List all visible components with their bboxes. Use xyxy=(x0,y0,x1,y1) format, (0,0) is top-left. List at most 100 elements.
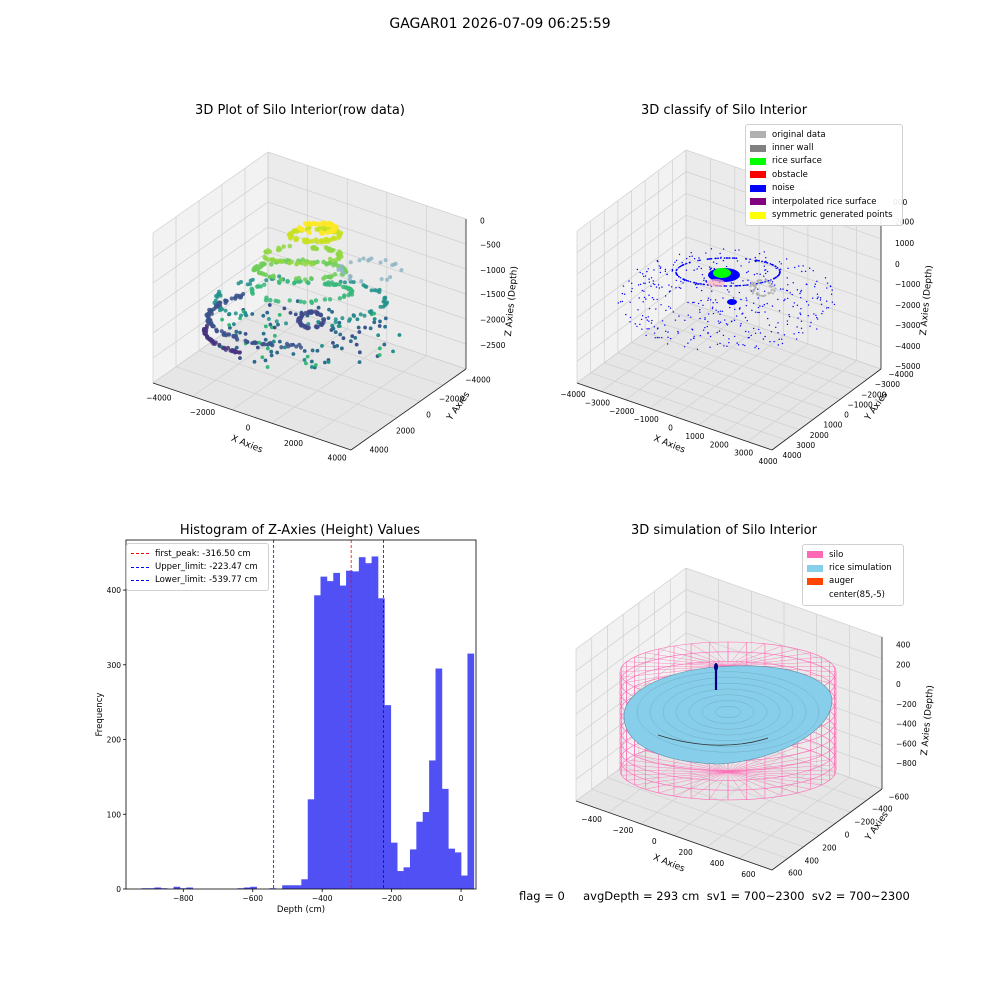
legend-swatch xyxy=(750,184,766,192)
noise-point xyxy=(706,325,709,328)
data-point xyxy=(356,325,361,330)
noise-point xyxy=(737,344,740,346)
noise-point xyxy=(712,302,714,304)
silo-wire xyxy=(645,652,729,667)
noise-point xyxy=(787,267,789,270)
noise-point xyxy=(771,305,774,307)
data-point xyxy=(272,325,277,330)
noise-point xyxy=(795,338,798,340)
noise-point xyxy=(725,323,728,325)
noise-point xyxy=(665,330,667,333)
data-point xyxy=(302,300,307,305)
y-tick-label: −200 xyxy=(854,818,875,827)
data-point xyxy=(327,297,333,302)
noise-point xyxy=(717,320,720,322)
noise-point xyxy=(697,259,699,262)
data-point xyxy=(278,258,283,263)
data-point xyxy=(233,296,238,301)
noise-point xyxy=(674,319,677,321)
data-point xyxy=(369,256,374,261)
noise-point xyxy=(648,278,650,280)
noise-point xyxy=(723,345,725,347)
noise-point xyxy=(724,319,726,321)
data-point xyxy=(268,297,273,303)
legend-line xyxy=(131,553,149,555)
noise-point xyxy=(802,265,804,267)
noise-point xyxy=(677,266,680,269)
noise-point xyxy=(800,327,803,329)
noise-point xyxy=(754,332,757,335)
legend-label: obstacle xyxy=(772,169,808,180)
data-point xyxy=(263,337,268,342)
data-point xyxy=(287,298,292,303)
histogram-bar xyxy=(378,598,385,889)
rice-mesh xyxy=(688,694,768,730)
noise-point xyxy=(682,264,684,266)
noise-point xyxy=(826,287,828,289)
noise-point xyxy=(656,336,659,339)
legend-label: silo xyxy=(829,549,844,560)
noise-point xyxy=(769,263,772,265)
noise-point xyxy=(740,265,742,267)
data-point xyxy=(288,342,293,348)
noise-point xyxy=(777,275,779,277)
histogram-bar xyxy=(384,705,392,889)
data-point xyxy=(352,314,357,319)
data-point xyxy=(330,309,334,314)
noise-point xyxy=(796,326,798,328)
noise-point xyxy=(699,283,702,285)
original-point xyxy=(753,287,756,290)
noise-point xyxy=(696,268,698,270)
noise-point xyxy=(710,267,713,270)
data-point xyxy=(298,299,303,304)
histogram-bar xyxy=(467,653,475,889)
noise-point xyxy=(722,248,725,250)
data-point xyxy=(330,223,336,229)
noise-point xyxy=(763,251,766,253)
noise-point xyxy=(773,277,776,280)
noise-point xyxy=(761,281,764,284)
histogram-bar xyxy=(301,879,309,889)
z-tick-label: −500 xyxy=(480,241,501,250)
legend-item: obstacle xyxy=(750,168,898,181)
original-point xyxy=(752,290,755,293)
noise-point xyxy=(638,297,640,299)
rice-surface xyxy=(713,268,731,278)
noise-point xyxy=(796,289,799,291)
rice-mesh xyxy=(662,683,794,741)
histogram-bar xyxy=(454,852,462,889)
noise-point xyxy=(689,255,691,258)
data-point xyxy=(341,336,346,341)
noise-point xyxy=(778,338,780,341)
data-point xyxy=(331,326,335,331)
data-point xyxy=(355,317,360,322)
noise-point xyxy=(748,336,750,339)
noise-point xyxy=(733,257,736,259)
data-point xyxy=(316,320,321,325)
noise-point xyxy=(706,258,709,260)
data-point xyxy=(357,330,362,334)
noise-point xyxy=(684,319,686,322)
noise-point xyxy=(739,284,742,287)
noise-point xyxy=(793,302,795,304)
grid-line xyxy=(575,567,883,650)
histogram-bar xyxy=(346,570,353,889)
noise-point xyxy=(800,289,803,292)
noise-point xyxy=(800,307,802,310)
noise-point xyxy=(717,257,720,260)
noise-point xyxy=(696,286,698,289)
data-point xyxy=(263,324,268,329)
noise-point xyxy=(757,297,759,299)
noise-point xyxy=(763,304,765,306)
noise-point xyxy=(757,306,760,309)
data-point xyxy=(388,275,393,280)
silo-wire xyxy=(690,771,729,799)
noise-point xyxy=(699,334,702,337)
data-point xyxy=(254,263,260,269)
noise-point xyxy=(645,334,647,337)
rice-mesh xyxy=(649,677,807,747)
data-point xyxy=(281,244,286,249)
silo-wire xyxy=(727,764,835,773)
data-point xyxy=(250,312,255,316)
noise-point xyxy=(739,325,742,327)
